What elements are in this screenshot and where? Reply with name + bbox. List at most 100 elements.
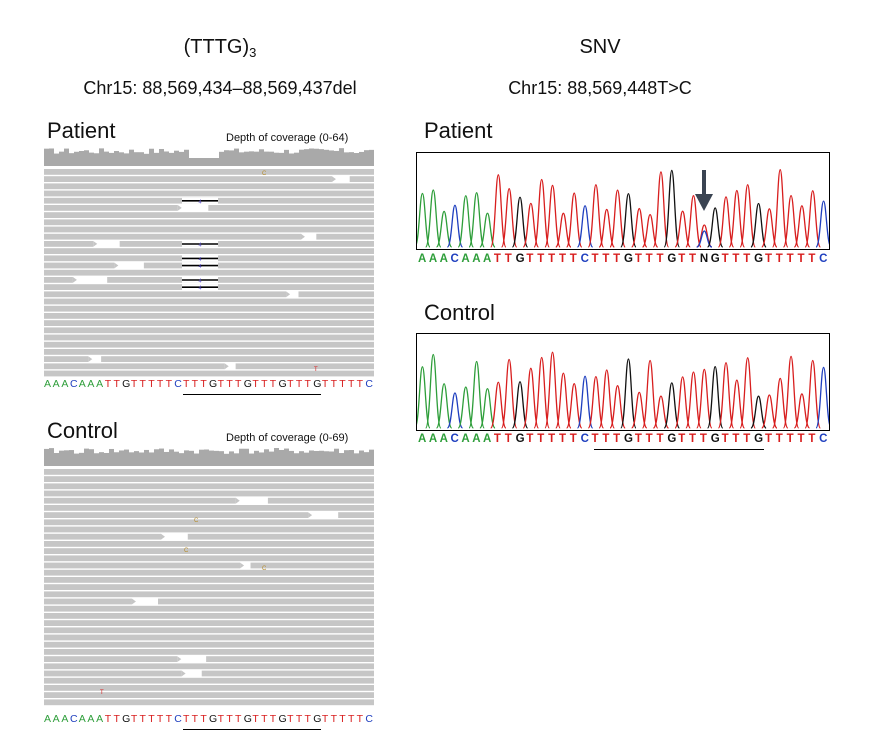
coverage-bar	[289, 450, 294, 466]
control-igv-sequence-base: A	[96, 713, 104, 725]
read-row	[44, 519, 374, 526]
coverage-bar	[124, 153, 129, 166]
coverage-bar	[69, 450, 74, 466]
patient-chrom-sequence-base: C	[450, 253, 459, 265]
coverage-bar	[309, 148, 314, 166]
coverage-bar	[259, 149, 264, 166]
chromatogram-peak	[739, 184, 756, 248]
patient-chrom-sequence-base: T	[558, 253, 566, 265]
control-chrom-sequence-base: T	[537, 433, 545, 445]
chromatogram-peak	[555, 212, 572, 248]
control-chrom-sequence-base: T	[797, 433, 805, 445]
coverage-bar	[139, 452, 144, 466]
patient-igv-sequence-base: T	[226, 378, 233, 390]
coverage-bar	[279, 152, 284, 166]
chromatogram-peak	[782, 194, 800, 248]
read	[44, 305, 374, 312]
patient-chrom-sequence-base: T	[732, 253, 740, 265]
coverage-bar	[119, 152, 124, 166]
coverage-bar	[319, 450, 324, 466]
read	[44, 212, 374, 218]
patient-chrom-sequence-base: T	[645, 253, 653, 265]
patient-igv-sequence-base: A	[87, 378, 95, 390]
control-chrom-sequence-base: A	[439, 433, 448, 445]
patient-igv-sequence-base: T	[130, 378, 138, 390]
patient-igv-sequence-base: A	[78, 378, 86, 390]
coverage-bar	[79, 452, 84, 466]
read-row	[44, 476, 374, 482]
control-chrom-sequence-base: T	[591, 433, 599, 445]
control-igv-sequence-base: T	[165, 713, 172, 725]
control-igv-sequence-base: T	[339, 713, 346, 725]
chromatogram-peak	[435, 210, 453, 248]
right-coordinate: Chr15: 88,569,448T>C	[508, 78, 692, 98]
coverage-bar	[199, 158, 204, 166]
coverage-bar	[339, 453, 344, 466]
control-chrom-sequence-base: T	[678, 433, 686, 445]
patient-igv-sequence-base: T	[356, 378, 364, 390]
coverage-bar	[334, 150, 339, 166]
mismatch-base: T	[100, 690, 104, 696]
patient-chrom-sequence-base: T	[797, 253, 805, 265]
patient-chrom-sequence-base: T	[786, 253, 794, 265]
coverage-bar	[304, 149, 309, 166]
coverage-bar	[329, 150, 334, 166]
read	[157, 598, 374, 605]
read	[44, 226, 374, 233]
control-igv-alignment-panel: C C C T	[44, 448, 374, 706]
coverage-bar	[134, 451, 139, 466]
read-row	[44, 469, 374, 475]
read	[44, 248, 374, 254]
read	[44, 577, 374, 583]
coverage-bar	[154, 152, 159, 166]
read	[44, 262, 115, 269]
coverage-bar	[229, 451, 234, 466]
read-row	[44, 512, 374, 518]
left-patient-depth-label: Depth of coverage (0-64)	[226, 132, 349, 144]
read	[338, 512, 374, 518]
read	[44, 641, 374, 648]
coverage-bar	[229, 150, 234, 166]
control-igv-sequence-base: T	[356, 713, 364, 725]
control-igv-sequence-base: A	[52, 713, 60, 725]
chromatogram-peak	[544, 351, 561, 429]
read	[44, 327, 374, 334]
coverage-bar	[179, 151, 184, 166]
coverage-bar	[299, 451, 304, 466]
read	[44, 548, 374, 554]
coverage-bar	[349, 450, 354, 466]
coverage-bar	[174, 451, 179, 466]
patient-chrom-sequence-base: A	[428, 253, 438, 265]
read-row	[44, 569, 374, 576]
control-igv-sequence-base: T	[235, 713, 242, 725]
control-chromatogram-frame	[416, 333, 830, 431]
read	[44, 476, 374, 482]
patient-chrom-sequence-base: T	[678, 253, 686, 265]
coverage-bar	[224, 453, 229, 466]
chromatogram-peak	[417, 366, 431, 429]
read	[44, 541, 374, 547]
read-row	[44, 305, 374, 312]
coverage-bar	[304, 452, 309, 466]
patient-igv-sequence-base: T	[295, 378, 303, 390]
coverage-bar	[184, 450, 189, 466]
chromatogram-peak	[728, 189, 746, 248]
coverage-bar	[69, 153, 74, 166]
deletion-size-label: 4	[198, 243, 201, 249]
control-igv-sequence-base: G	[313, 713, 322, 725]
coverage-bar	[354, 153, 359, 166]
coverage-bar	[154, 449, 159, 466]
control-chrom-sequence-base: T	[569, 433, 577, 445]
deletion-size-label: 4	[198, 286, 201, 292]
coverage-bar	[159, 148, 164, 166]
patient-chrom-sequence-base: T	[808, 253, 816, 265]
coverage-bar	[84, 150, 89, 166]
control-igv-sequence-base: C	[365, 713, 373, 725]
coverage-bar	[274, 448, 279, 466]
coverage-bar	[364, 150, 369, 166]
left-control-depth-label: Depth of coverage (0-69)	[226, 432, 349, 444]
read	[44, 483, 374, 490]
read-row	[44, 226, 374, 233]
read	[235, 363, 374, 370]
